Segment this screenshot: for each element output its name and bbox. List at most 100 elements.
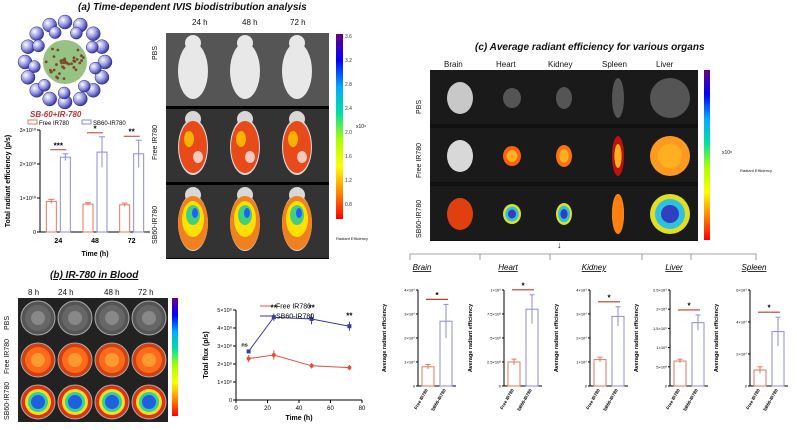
bar bbox=[508, 362, 520, 386]
polymer-sphere bbox=[38, 79, 50, 91]
organ-image bbox=[650, 78, 690, 118]
down-arrow: ↓ bbox=[557, 240, 562, 250]
well-core bbox=[31, 311, 45, 325]
blood-well bbox=[95, 385, 129, 419]
organ-image bbox=[447, 198, 473, 230]
blood-well bbox=[21, 385, 55, 419]
organ-image bbox=[503, 204, 521, 224]
blood-time-8h: 8 h bbox=[28, 288, 39, 297]
x-tick-label: Free IR780 bbox=[665, 388, 681, 411]
y-tick-label: 1×10⁹ bbox=[490, 288, 501, 293]
y-tick-label: 1×10¹⁰ bbox=[20, 195, 37, 202]
mouse-body bbox=[230, 43, 260, 99]
organ-shape bbox=[447, 82, 473, 114]
y-tick-label: 1×10⁹ bbox=[576, 360, 587, 365]
well-core bbox=[142, 311, 156, 325]
drug-dot bbox=[63, 77, 66, 80]
organ-label-liver: Liver bbox=[656, 60, 673, 69]
drug-dot bbox=[63, 67, 66, 70]
polymer-sphere bbox=[43, 92, 57, 106]
bar bbox=[120, 205, 130, 232]
organ-image bbox=[612, 136, 624, 176]
drug-dot bbox=[73, 56, 76, 59]
drug-dot bbox=[67, 63, 70, 66]
y-tick-label: 1×10⁹ bbox=[656, 345, 667, 350]
blood-row-free: Free IR780 bbox=[4, 339, 11, 374]
well-core bbox=[105, 311, 119, 325]
significance-label: * bbox=[435, 291, 439, 300]
x-tick-label: 60 bbox=[327, 406, 334, 412]
organ-signal bbox=[559, 149, 569, 162]
series-line bbox=[249, 317, 350, 351]
significance-label: *** bbox=[54, 141, 64, 150]
blood-image-grid bbox=[18, 298, 168, 422]
y-axis-label: Average radiant efficiency bbox=[554, 303, 560, 372]
organ-bracket bbox=[380, 250, 780, 262]
mouse-image-grid bbox=[166, 33, 329, 259]
polymer-sphere bbox=[86, 27, 100, 41]
blood-time-24h: 24 h bbox=[58, 288, 74, 297]
blood-well bbox=[21, 343, 55, 377]
mouse-body bbox=[178, 43, 208, 99]
panel-c-colorbar-caption: Radiant Efficiency bbox=[740, 168, 780, 173]
drug-dot bbox=[56, 49, 59, 52]
drug-dot bbox=[70, 62, 73, 65]
x-tick-label: SB60-IR780 bbox=[602, 388, 619, 412]
organ-label-brain: Brain bbox=[444, 60, 463, 69]
x-tick-label: 24 bbox=[54, 238, 62, 245]
drug-dot bbox=[76, 58, 79, 61]
drug-dot bbox=[72, 59, 75, 62]
well-core bbox=[68, 353, 82, 367]
y-axis-label: Average radiant efficiency bbox=[382, 303, 388, 372]
colorbar-tick: 2.4 bbox=[345, 106, 352, 112]
significance-label: ** bbox=[346, 312, 353, 321]
bar bbox=[83, 204, 93, 232]
significance-label: ns bbox=[241, 343, 247, 349]
y-tick-label: 3×10⁹ bbox=[217, 343, 232, 350]
signal-gap bbox=[245, 151, 255, 163]
y-axis-label: Average radiant efficiency bbox=[634, 303, 640, 372]
drug-dot bbox=[75, 68, 78, 71]
row-label-sb60-ir780: SB60-IR780 bbox=[152, 206, 159, 244]
polymer-sphere bbox=[73, 92, 87, 106]
x-tick-label: SB60-IR780 bbox=[682, 388, 699, 412]
polymer-sphere bbox=[86, 41, 98, 53]
y-tick-label: 2×10⁹ bbox=[404, 336, 415, 341]
colorbar-tick: 1.2 bbox=[345, 178, 352, 184]
polymer-sphere bbox=[58, 15, 72, 29]
polymer-sphere bbox=[33, 40, 45, 52]
series-line bbox=[249, 355, 350, 368]
mouse-images bbox=[166, 33, 329, 259]
y-tick-label: 2×10⁹ bbox=[736, 352, 747, 357]
x-tick-label: SB60-IR780 bbox=[430, 388, 447, 412]
y-tick-label: 3×10⁹ bbox=[576, 312, 587, 317]
data-point bbox=[310, 364, 314, 368]
organ-label-heart: Heart bbox=[496, 60, 516, 69]
colorbar-tick: 1.6 bbox=[345, 154, 352, 160]
polymer-sphere bbox=[49, 27, 61, 39]
well-core bbox=[31, 395, 45, 409]
organ-signal bbox=[612, 194, 624, 234]
panel-b-line-chart: 01×10⁹2×10⁹3×10⁹4×10⁹5×10⁹0 20 40 60 80Total… bbox=[200, 300, 370, 430]
panel-c-title: (c) Average radiant efficiency for vario… bbox=[475, 42, 705, 53]
blood-well bbox=[21, 301, 55, 335]
polymer-sphere bbox=[58, 87, 70, 99]
organ-image bbox=[503, 146, 521, 166]
signal-peak bbox=[244, 208, 250, 218]
y-tick-label: 5×10⁸ bbox=[656, 364, 667, 369]
well-core bbox=[68, 311, 82, 325]
y-tick-label: 0 bbox=[665, 384, 668, 389]
y-axis-label: Total radiant efficiency (p/s) bbox=[5, 135, 12, 227]
drug-dot bbox=[63, 59, 66, 62]
colorbar-tick: 3.6 bbox=[345, 34, 352, 40]
y-tick-label: 0 bbox=[499, 384, 502, 389]
y-tick-label: 1.5×10⁹ bbox=[653, 326, 667, 331]
organ-images bbox=[430, 70, 698, 241]
x-tick-label: 20 bbox=[264, 406, 271, 412]
y-tick-label: 2×10¹⁰ bbox=[20, 161, 37, 168]
polymer-sphere bbox=[30, 27, 44, 41]
signal-region bbox=[179, 121, 207, 173]
significance-label: * bbox=[607, 293, 611, 302]
organ-image bbox=[612, 78, 624, 118]
organ-shape bbox=[503, 88, 521, 108]
